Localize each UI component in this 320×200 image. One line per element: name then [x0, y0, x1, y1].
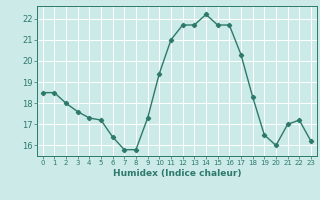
- X-axis label: Humidex (Indice chaleur): Humidex (Indice chaleur): [113, 169, 241, 178]
